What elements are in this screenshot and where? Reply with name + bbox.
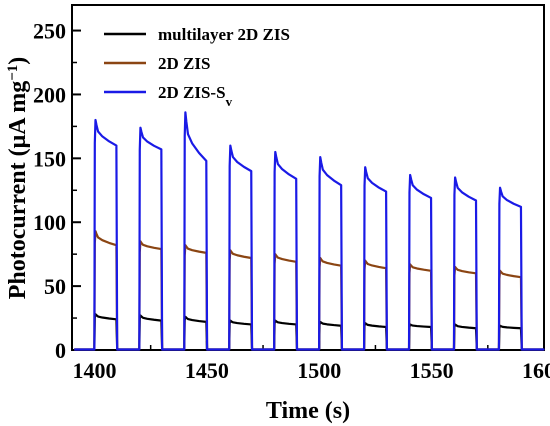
x-axis-title: Time (s) <box>266 398 350 424</box>
y-tick-label: 0 <box>55 338 66 363</box>
legend-label-1: multilayer 2D ZIS <box>158 25 290 44</box>
y-axis-title: Photocurrent (μA mg−1) <box>5 57 31 300</box>
y-axis-title-sup: −1 <box>5 65 21 81</box>
legend-label-subscript: v <box>226 94 233 109</box>
x-tick-label: 1550 <box>410 358 454 383</box>
y-axis-title-main: Photocurrent (μA mg <box>5 81 31 299</box>
y-tick-label: 200 <box>33 82 66 107</box>
y-tick-label: 150 <box>33 146 66 171</box>
legend-label-3: 2D ZIS-Sv <box>158 83 233 109</box>
series-line-3 <box>74 111 545 351</box>
y-axis-title-close: ) <box>5 57 31 65</box>
legend: multilayer 2D ZIS 2D ZIS 2D ZIS-Sv <box>104 25 290 109</box>
y-tick-label: 100 <box>33 210 66 235</box>
y-tick-label: 250 <box>33 19 66 44</box>
plot-area <box>74 111 545 351</box>
x-tick-label: 1450 <box>185 358 229 383</box>
x-tick-label: 1400 <box>72 358 116 383</box>
plot-frame <box>71 4 545 351</box>
legend-label-2: 2D ZIS <box>158 54 210 73</box>
y-tick-label: 50 <box>44 274 66 299</box>
x-tick-label: 1500 <box>297 358 341 383</box>
series-line-1 <box>74 313 545 351</box>
series-line-2 <box>74 230 545 351</box>
